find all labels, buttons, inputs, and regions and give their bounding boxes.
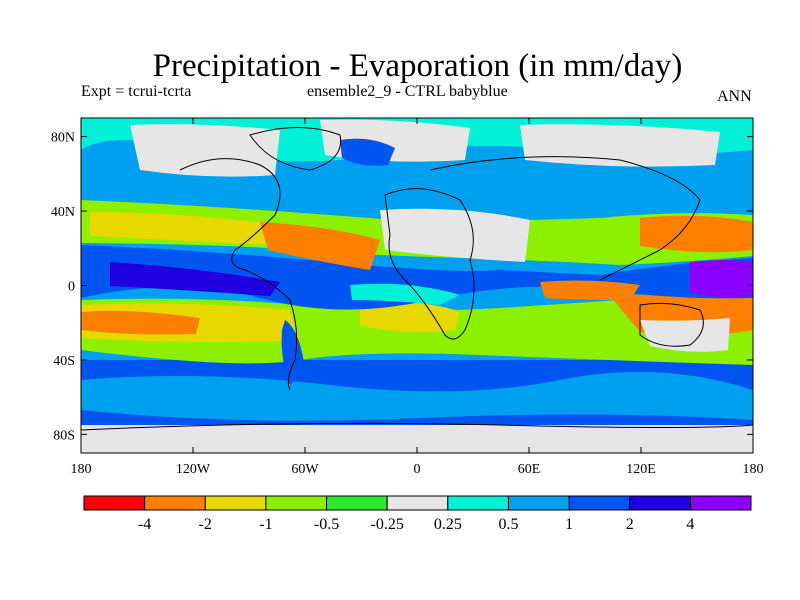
colorbar-label: 0.25 bbox=[434, 516, 462, 533]
precipitation-field bbox=[81, 118, 753, 453]
latitude-tick-label: 80S bbox=[53, 428, 75, 443]
season-label: ANN bbox=[717, 88, 752, 105]
latitude-axis: 80N 40N 0 40S 80S bbox=[51, 131, 753, 443]
latitude-tick-label: 40N bbox=[51, 205, 75, 220]
colorbar-swatch bbox=[568, 495, 631, 511]
colorbar-swatch bbox=[447, 495, 509, 511]
colorbar-label: -1 bbox=[259, 516, 272, 533]
colorbar-swatch bbox=[629, 495, 691, 511]
colorbar-swatch bbox=[265, 495, 328, 511]
longitude-tick-label: 180 bbox=[71, 462, 92, 477]
longitude-tick-label: 60E bbox=[518, 462, 541, 477]
longitude-tick-label: 0 bbox=[414, 462, 421, 477]
colorbar-swatch bbox=[83, 495, 146, 511]
colorbar-swatch bbox=[326, 495, 388, 511]
colorbar-swatch bbox=[204, 495, 267, 511]
colorbar-label: -0.5 bbox=[314, 516, 339, 533]
colorbar: -4 -2 -1 -0.5 -0.25 0.25 0.5 1 2 4 bbox=[83, 495, 752, 533]
colorbar-swatch bbox=[386, 495, 449, 511]
longitude-tick-label: 60W bbox=[291, 462, 319, 477]
longitude-axis: 180 120W 60W 0 60E 120E 180 bbox=[71, 118, 764, 477]
colorbar-swatch bbox=[507, 495, 570, 511]
longitude-tick-label: 180 bbox=[743, 462, 764, 477]
colorbar-swatch bbox=[144, 495, 206, 511]
experiment-label: Expt = tcrui-tcrta bbox=[81, 83, 192, 100]
latitude-tick-label: 0 bbox=[68, 280, 75, 295]
colorbar-label: -2 bbox=[199, 516, 212, 533]
colorbar-label: -4 bbox=[138, 516, 151, 533]
latitude-tick-label: 40S bbox=[53, 354, 75, 369]
colorbar-swatch bbox=[689, 495, 752, 511]
colorbar-label: 1 bbox=[565, 516, 573, 533]
longitude-tick-label: 120E bbox=[626, 462, 656, 477]
map-title: Precipitation - Evaporation (in mm/day) bbox=[152, 48, 683, 84]
coastlines bbox=[81, 127, 753, 431]
latitude-tick-label: 80N bbox=[51, 131, 75, 146]
colorbar-label: 2 bbox=[626, 516, 634, 533]
longitude-tick-label: 120W bbox=[176, 462, 211, 477]
ensemble-label: ensemble2_9 - CTRL babyblue bbox=[307, 83, 508, 100]
colorbar-label: -0.25 bbox=[371, 516, 404, 533]
colorbar-label: 4 bbox=[686, 516, 694, 533]
colorbar-label: 0.5 bbox=[498, 516, 518, 533]
